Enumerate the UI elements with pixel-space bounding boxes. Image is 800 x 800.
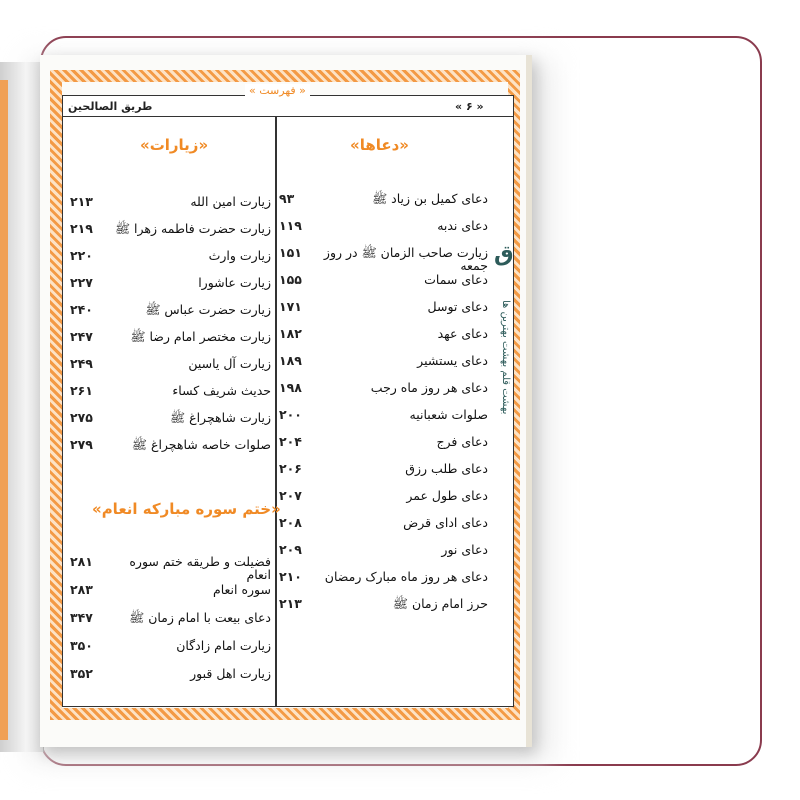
toc-entry-page: ۲۱۳ — [279, 596, 302, 611]
toc-entry-page: ۲۱۳ — [70, 194, 93, 209]
toc-entry-title: زیارت حضرت عباس ﷺ — [145, 302, 271, 317]
toc-entry-page: ۲۰۰ — [279, 407, 302, 422]
toc-entry-title: زیارت آل یاسین — [188, 356, 271, 371]
toc-entry-page: ۲۴۷ — [70, 329, 93, 344]
toc-entry-title: سوره انعام — [212, 582, 271, 597]
toc-entry-page: ۱۵۱ — [279, 245, 302, 260]
toc-entry-page: ۲۱۹ — [70, 221, 93, 236]
toc-entry-page: ۲۷۹ — [70, 437, 93, 452]
toc-entry-page: ۳۵۰ — [70, 638, 93, 653]
previous-page-ornament — [0, 80, 8, 740]
toc-entry-page: ۲۰۴ — [279, 434, 302, 449]
toc-entry-page: ۱۸۲ — [279, 326, 302, 341]
left-column-title: «زیارات» — [140, 136, 209, 154]
toc-entry-title: صلوات شعبانیه — [409, 407, 488, 422]
toc-entry-page: ۲۱۰ — [279, 569, 302, 584]
toc-entry-title: دعای سمات — [424, 272, 488, 287]
toc-entry-title: دعای هر روز ماه رجب — [370, 380, 488, 395]
section-label: « فهرست » — [245, 84, 310, 97]
watermark-text: بهشت قلم بهشت بهترین ها — [500, 300, 511, 415]
toc-entry-page: ۱۹۸ — [279, 380, 302, 395]
toc-entry-title: دعای طول عمر — [406, 488, 488, 503]
toc-entry-title: زیارت صاحب الزمان ﷺ در روز جمعه — [323, 245, 488, 273]
toc-entry-title: دعای یستشیر — [417, 353, 488, 368]
toc-entry-page: ۱۷۱ — [279, 299, 302, 314]
content-frame — [62, 95, 514, 707]
toc-entry-title: دعای طلب رزق — [405, 461, 488, 476]
toc-entry-page: ۱۵۵ — [279, 272, 302, 287]
toc-entry-title: صلوات خاصه شاهچراغ ﷺ — [131, 437, 271, 452]
page-number: « ۶ » — [455, 100, 484, 113]
toc-entry-title: دعای بیعت با امام زمان ﷺ — [129, 610, 271, 625]
toc-entry-page: ۹۳ — [279, 191, 295, 206]
toc-entry-title: دعای توسل — [427, 299, 488, 314]
toc-entry-page: ۲۸۱ — [70, 554, 93, 569]
toc-entry-page: ۲۷۵ — [70, 410, 93, 425]
toc-entry-page: ۲۴۰ — [70, 302, 93, 317]
toc-entry-title: زیارت حضرت فاطمه زهرا ﷺ — [114, 221, 271, 236]
toc-entry-title: زیارت مختصر امام رضا ﷺ — [130, 329, 271, 344]
toc-entry-page: ۲۶۱ — [70, 383, 93, 398]
toc-entry-title: دعای هر روز ماه مبارک رمضان — [324, 569, 488, 584]
toc-entry-title: زیارت اهل قبور — [190, 666, 271, 681]
column-divider — [275, 117, 277, 707]
toc-entry-page: ۲۲۰ — [70, 248, 93, 263]
page-header — [62, 95, 514, 117]
toc-entry-title: دعای عهد — [437, 326, 488, 341]
toc-entry-title: حدیث شریف کساء — [172, 383, 271, 398]
publisher-logo: ق — [494, 242, 514, 267]
toc-entry-page: ۲۰۶ — [279, 461, 302, 476]
toc-entry-page: ۲۰۸ — [279, 515, 302, 530]
toc-entry-page: ۲۲۷ — [70, 275, 93, 290]
toc-entry-page: ۲۴۹ — [70, 356, 93, 371]
toc-entry-page: ۱۸۹ — [279, 353, 302, 368]
toc-entry-title: دعای ندبه — [437, 218, 488, 233]
toc-entry-title: زیارت امام زادگان — [176, 638, 271, 653]
toc-entry-title: زیارت شاهچراغ ﷺ — [170, 410, 271, 425]
toc-entry-page: ۲۰۹ — [279, 542, 302, 557]
toc-entry-title: دعای نور — [441, 542, 488, 557]
toc-entry-title: حرز امام زمان ﷺ — [392, 596, 488, 611]
toc-entry-title: زیارت عاشورا — [198, 275, 271, 290]
toc-entry-title: زیارت امین الله — [190, 194, 271, 209]
right-column-title: «دعاها» — [350, 136, 409, 154]
toc-entry-page: ۲۸۳ — [70, 582, 93, 597]
book-title: طریق الصالحین — [68, 100, 153, 113]
toc-entry-page: ۳۵۲ — [70, 666, 93, 681]
toc-entry-page: ۳۴۷ — [70, 610, 93, 625]
toc-entry-page: ۱۱۹ — [279, 218, 302, 233]
toc-entry-title: دعای فرج — [436, 434, 488, 449]
left-section2-title: «ختم سوره مبارکه انعام» — [92, 500, 281, 518]
toc-entry-title: زیارت وارث — [208, 248, 271, 263]
toc-entry-title: فضیلت و طریقه ختم سوره انعام — [129, 554, 271, 582]
toc-entry-title: دعای ادای قرض — [403, 515, 488, 530]
toc-entry-title: دعای کمیل بن زیاد ﷺ — [372, 191, 488, 206]
toc-entry-page: ۲۰۷ — [279, 488, 302, 503]
